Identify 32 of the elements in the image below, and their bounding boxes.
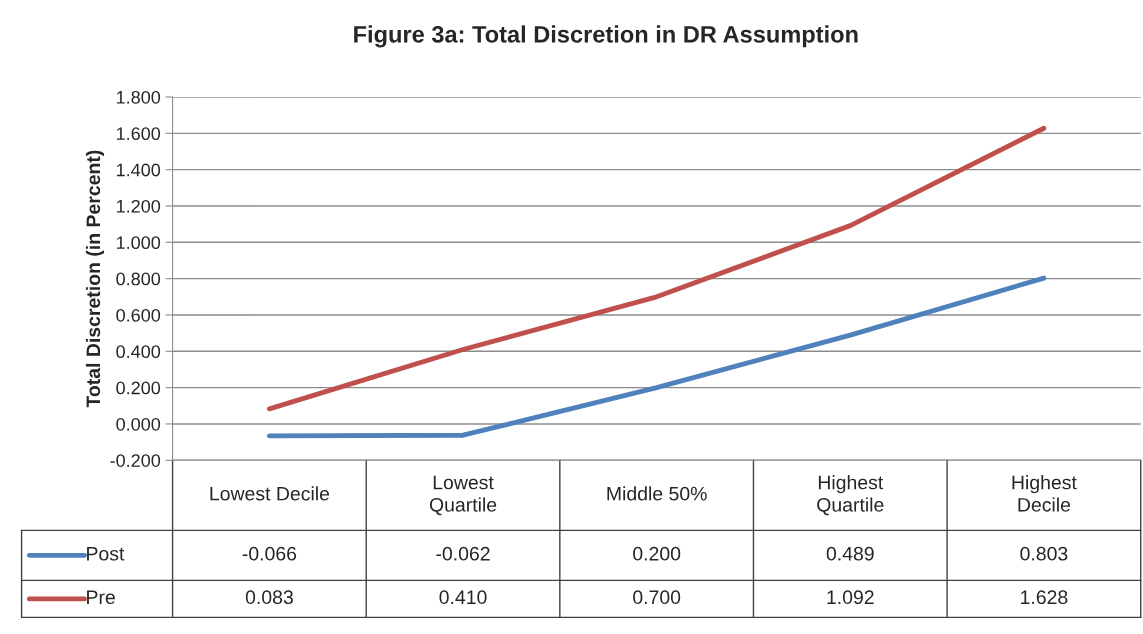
- x-tick-label: Lowest Decile: [210, 486, 330, 501]
- y-tick-label: 1.200: [116, 199, 161, 213]
- y-axis-title: Total Discretion (in Percent): [85, 150, 105, 408]
- data-label: 0.803: [1020, 546, 1068, 561]
- data-label: 1.092: [827, 590, 874, 605]
- line-series: [266, 275, 1047, 439]
- data-label: -0.062: [436, 546, 490, 561]
- y-tick-label: 1.600: [116, 127, 161, 141]
- y-tick-label: 0.800: [116, 272, 161, 286]
- y-tick-label: 1.800: [116, 90, 161, 104]
- line-series: [266, 125, 1047, 412]
- y-tick-label: -0.200: [110, 454, 161, 467]
- data-label: -0.066: [242, 546, 297, 561]
- y-tick-label: 0.200: [116, 381, 161, 395]
- y-tick-label: 1.400: [116, 163, 161, 177]
- y-tick-label: 1.000: [116, 236, 161, 250]
- x-tick-label: Highest Quartile: [817, 475, 884, 516]
- y-tick-label: 0.600: [116, 308, 161, 322]
- data-label: 0.083: [245, 590, 293, 605]
- x-tick-label: Middle 50%: [607, 486, 707, 501]
- data-label: 0.200: [633, 546, 681, 561]
- data-label: 0.489: [826, 546, 874, 561]
- legend-label: Post: [87, 547, 125, 561]
- y-tick-label: 0.400: [116, 345, 161, 359]
- x-tick-label: Highest Decile: [1012, 475, 1077, 512]
- data-label: 0.410: [439, 590, 487, 605]
- data-label: 1.628: [1021, 590, 1068, 605]
- x-tick-label: Lowest Quartile: [429, 475, 497, 516]
- data-label: 0.700: [633, 590, 681, 605]
- chart-title: Figure 3a: Total Discretion in DR Assumption: [354, 25, 858, 48]
- legend-label: Pre: [87, 590, 115, 605]
- y-tick-label: 0.000: [116, 417, 161, 431]
